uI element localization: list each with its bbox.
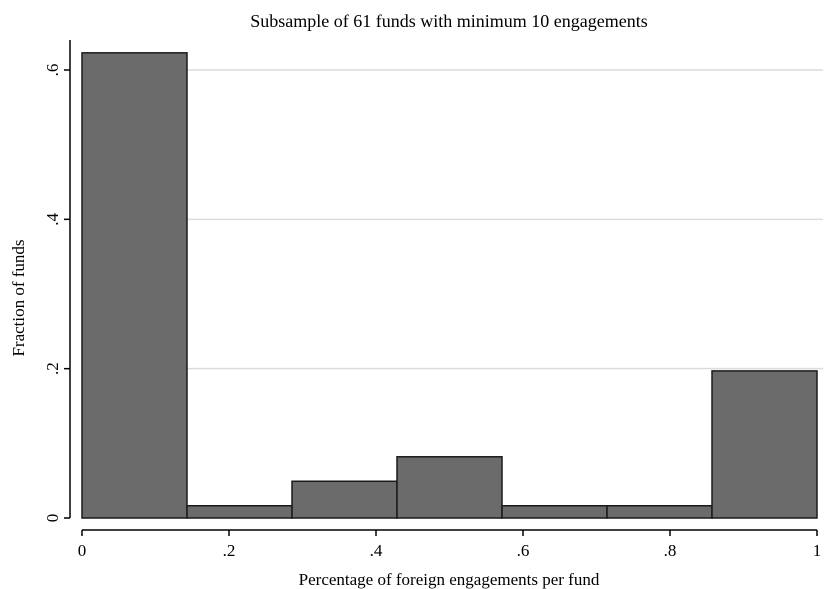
y-ticks: 0 .2 .4 .6 (43, 64, 70, 523)
x-tick-label: 0 (78, 541, 87, 560)
grid-lines (82, 69, 823, 370)
histogram-bar (501, 505, 608, 519)
histogram-bar (711, 370, 818, 519)
histogram-bar (396, 456, 503, 519)
bars (81, 52, 818, 519)
x-tick-label: .6 (517, 541, 530, 560)
y-tick-label: .2 (43, 362, 62, 375)
x-tick-label: 1 (813, 541, 822, 560)
x-tick-label: .4 (370, 541, 383, 560)
x-ticks: 0 .2 .4 .6 .8 1 (78, 530, 822, 560)
histogram-bar (81, 52, 188, 519)
x-axis-label: Percentage of foreign engagements per fu… (299, 570, 600, 589)
y-axis-label: Fraction of funds (9, 239, 28, 356)
y-tick-label: .6 (43, 64, 62, 77)
histogram-bar (606, 505, 713, 519)
y-tick-label: 0 (43, 514, 62, 523)
histogram-bar (186, 505, 293, 519)
histogram-bar (291, 480, 398, 519)
y-tick-label: .4 (43, 212, 62, 225)
x-tick-label: .2 (223, 541, 236, 560)
chart-title: Subsample of 61 funds with minimum 10 en… (250, 11, 647, 31)
x-tick-label: .8 (664, 541, 677, 560)
